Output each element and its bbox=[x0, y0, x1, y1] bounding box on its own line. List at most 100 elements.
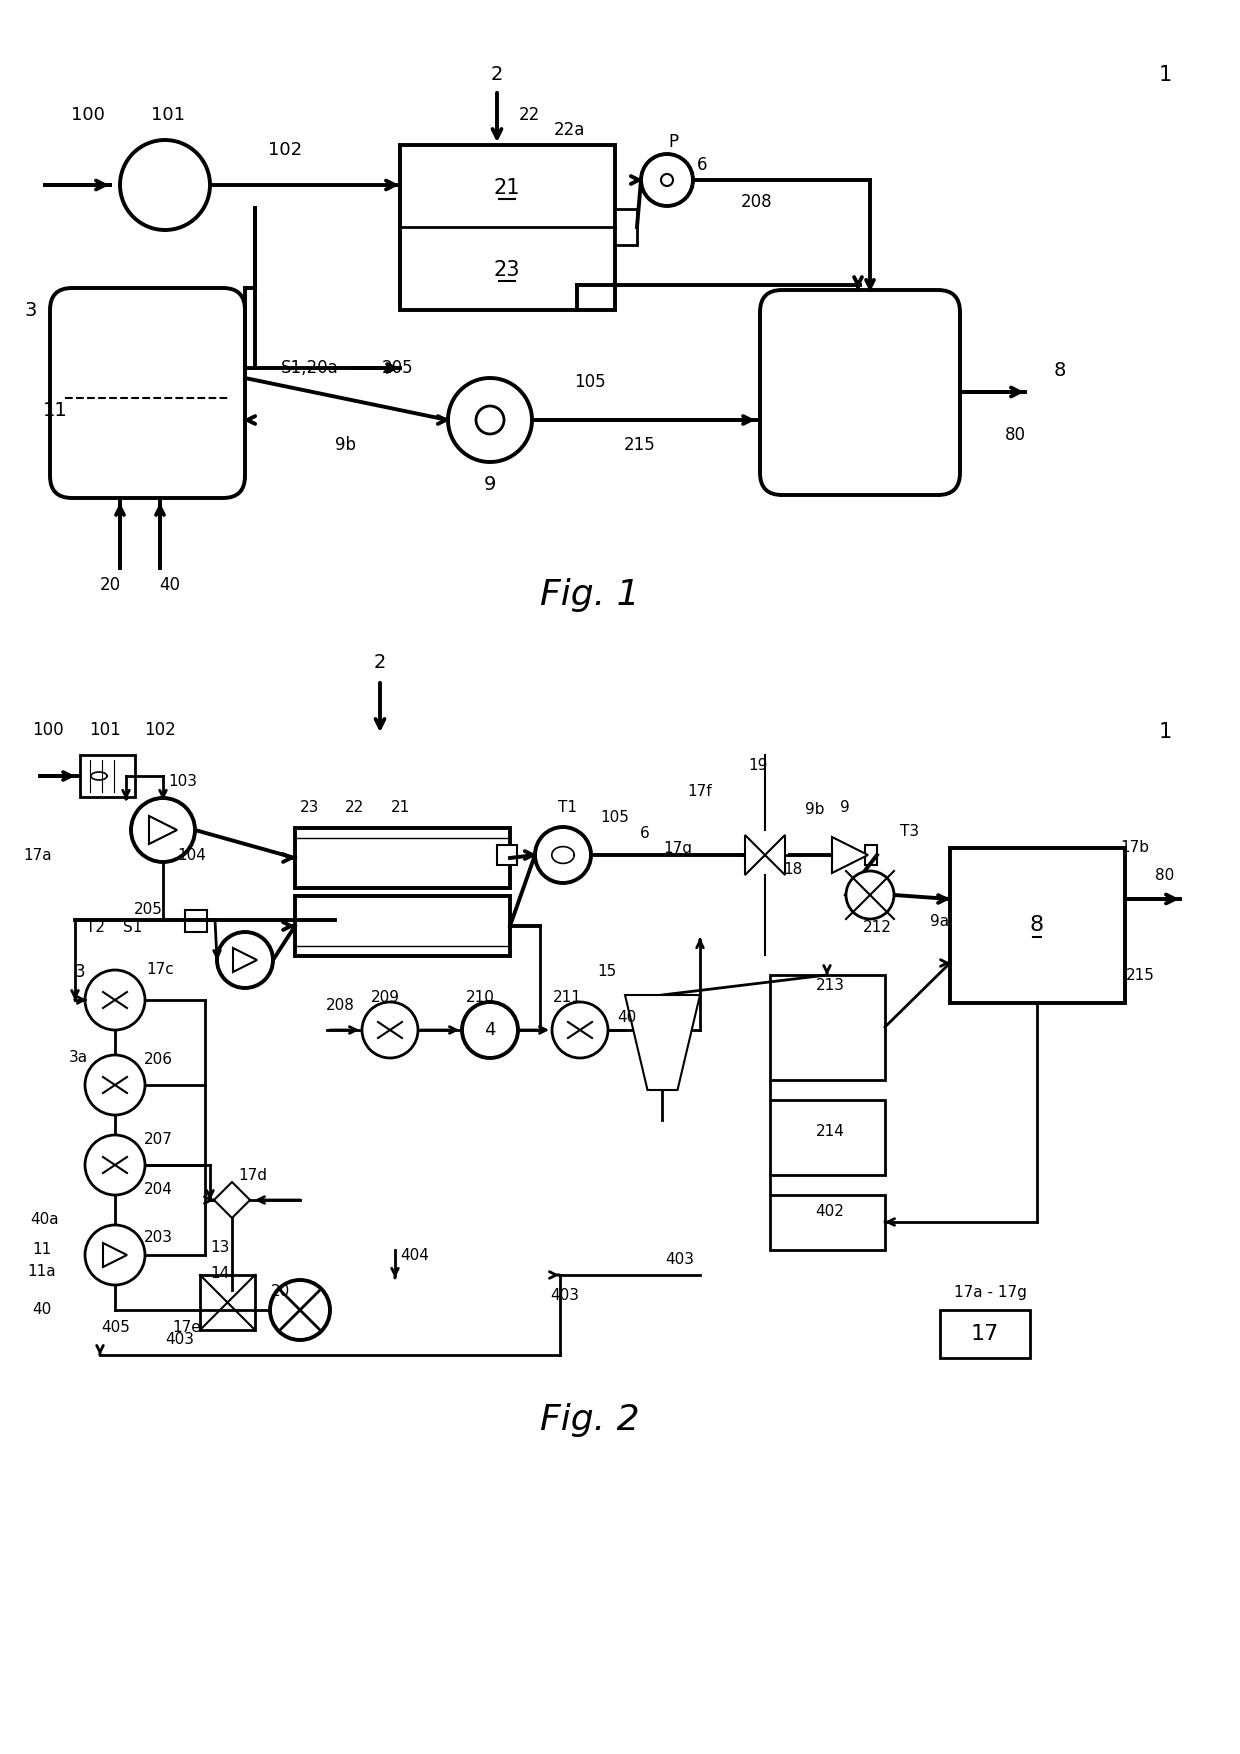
Text: 19: 19 bbox=[748, 758, 768, 772]
Text: 215: 215 bbox=[624, 437, 656, 454]
Text: 9a: 9a bbox=[930, 914, 950, 930]
Text: 212: 212 bbox=[863, 921, 892, 935]
Text: Fig. 1: Fig. 1 bbox=[541, 579, 640, 612]
Polygon shape bbox=[765, 835, 785, 875]
Text: 403: 403 bbox=[165, 1333, 195, 1347]
Text: 208: 208 bbox=[742, 193, 773, 210]
Text: 40: 40 bbox=[618, 1010, 636, 1026]
Text: 23: 23 bbox=[300, 800, 320, 816]
Bar bbox=[615, 209, 637, 246]
Text: 2: 2 bbox=[491, 65, 503, 84]
Circle shape bbox=[86, 1135, 145, 1194]
Text: 102: 102 bbox=[144, 721, 176, 738]
Text: T3: T3 bbox=[900, 824, 920, 840]
Bar bbox=[295, 828, 510, 888]
Circle shape bbox=[362, 1002, 418, 1058]
Text: 405: 405 bbox=[102, 1321, 130, 1335]
Text: 80: 80 bbox=[1004, 426, 1025, 444]
Circle shape bbox=[86, 970, 145, 1030]
Text: 9: 9 bbox=[841, 800, 849, 814]
Text: 203: 203 bbox=[144, 1231, 172, 1245]
Circle shape bbox=[463, 1002, 518, 1058]
Polygon shape bbox=[233, 947, 257, 972]
Circle shape bbox=[448, 379, 532, 461]
Text: 3: 3 bbox=[74, 963, 86, 980]
Text: 20: 20 bbox=[270, 1284, 290, 1300]
Text: 206: 206 bbox=[144, 1052, 172, 1068]
Text: 101: 101 bbox=[89, 721, 120, 738]
Text: 80: 80 bbox=[1156, 868, 1174, 882]
Text: 23: 23 bbox=[494, 260, 521, 281]
Text: 11a: 11a bbox=[27, 1265, 56, 1279]
Text: S1: S1 bbox=[123, 921, 143, 935]
Text: 17b: 17b bbox=[1121, 840, 1149, 856]
Polygon shape bbox=[215, 1182, 250, 1217]
Polygon shape bbox=[625, 995, 701, 1089]
Bar bbox=[185, 910, 207, 931]
Bar bbox=[770, 1194, 885, 1251]
Circle shape bbox=[641, 154, 693, 205]
Text: 2: 2 bbox=[373, 652, 386, 672]
Text: 211: 211 bbox=[553, 991, 582, 1005]
Circle shape bbox=[270, 1280, 330, 1340]
Text: 21: 21 bbox=[391, 800, 409, 816]
Text: 205: 205 bbox=[382, 360, 414, 377]
Text: 17e: 17e bbox=[172, 1321, 201, 1335]
Text: 11: 11 bbox=[42, 400, 67, 419]
Text: 403: 403 bbox=[666, 1252, 694, 1268]
Text: 22a: 22a bbox=[553, 121, 585, 139]
Text: 209: 209 bbox=[371, 991, 399, 1005]
Circle shape bbox=[86, 1054, 145, 1116]
Text: 6: 6 bbox=[697, 156, 707, 174]
Polygon shape bbox=[149, 816, 177, 844]
Circle shape bbox=[217, 931, 273, 988]
Circle shape bbox=[661, 174, 673, 186]
Text: T2: T2 bbox=[86, 921, 104, 935]
Text: 17a: 17a bbox=[24, 847, 52, 863]
Text: 8: 8 bbox=[1054, 361, 1066, 379]
Text: 40a: 40a bbox=[31, 1212, 60, 1228]
Bar bbox=[81, 754, 135, 796]
Text: 3: 3 bbox=[25, 300, 37, 319]
Text: 15: 15 bbox=[598, 965, 616, 979]
Circle shape bbox=[131, 798, 195, 861]
Text: 17g: 17g bbox=[663, 840, 692, 856]
Text: Fig. 2: Fig. 2 bbox=[541, 1403, 640, 1437]
Text: 17d: 17d bbox=[238, 1168, 268, 1182]
Text: S1,20a: S1,20a bbox=[281, 360, 339, 377]
Text: 9: 9 bbox=[484, 475, 496, 493]
Circle shape bbox=[86, 1224, 145, 1286]
Text: T1: T1 bbox=[558, 800, 578, 816]
Bar bbox=[401, 146, 615, 310]
Bar bbox=[497, 845, 517, 865]
Bar bbox=[866, 845, 877, 865]
Circle shape bbox=[534, 826, 591, 882]
Text: 14: 14 bbox=[211, 1265, 229, 1280]
Bar bbox=[940, 1310, 1030, 1358]
Text: 8: 8 bbox=[1030, 916, 1044, 935]
Text: 103: 103 bbox=[169, 775, 197, 789]
Text: 9b: 9b bbox=[335, 437, 356, 454]
Text: 17a - 17g: 17a - 17g bbox=[954, 1284, 1027, 1300]
Text: 6: 6 bbox=[640, 826, 650, 840]
Text: 213: 213 bbox=[816, 977, 844, 993]
Text: 17: 17 bbox=[971, 1324, 999, 1344]
Text: 102: 102 bbox=[268, 140, 303, 160]
Text: 9b: 9b bbox=[805, 803, 825, 817]
Polygon shape bbox=[745, 835, 765, 875]
FancyBboxPatch shape bbox=[760, 289, 960, 495]
Text: 3a: 3a bbox=[68, 1051, 88, 1065]
Text: 40: 40 bbox=[160, 575, 181, 595]
Text: 404: 404 bbox=[401, 1247, 429, 1263]
Text: 105: 105 bbox=[600, 810, 630, 826]
Text: 21: 21 bbox=[494, 177, 521, 198]
Text: 11: 11 bbox=[32, 1242, 52, 1258]
Text: 22: 22 bbox=[346, 800, 365, 816]
Text: 13: 13 bbox=[211, 1240, 229, 1256]
Text: 207: 207 bbox=[144, 1133, 172, 1147]
Polygon shape bbox=[832, 837, 868, 873]
Bar bbox=[770, 975, 885, 1080]
Text: P: P bbox=[668, 133, 678, 151]
Polygon shape bbox=[103, 1244, 126, 1266]
Bar bbox=[200, 1275, 255, 1330]
